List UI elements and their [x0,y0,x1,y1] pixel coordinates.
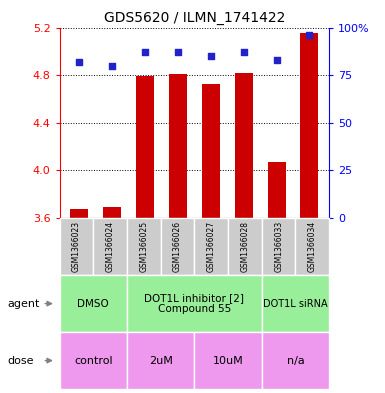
Bar [60,332,127,389]
Bar [127,275,262,332]
Text: GSM1366027: GSM1366027 [207,221,216,272]
Bar [169,74,187,218]
Text: GSM1366026: GSM1366026 [173,221,182,272]
Bar [296,218,329,275]
Bar [194,332,262,389]
Bar [127,332,194,389]
Bar [60,218,93,275]
Bar [127,218,161,275]
Text: 10uM: 10uM [213,356,243,365]
Text: control: control [74,356,113,365]
Text: GSM1366028: GSM1366028 [241,221,249,272]
Bar [103,208,121,218]
Text: n/a: n/a [286,356,305,365]
Text: GSM1366023: GSM1366023 [72,221,81,272]
Bar [70,209,89,218]
Bar [194,218,228,275]
Text: GSM1366024: GSM1366024 [106,221,115,272]
Bar [161,218,194,275]
Text: dose: dose [8,356,34,365]
Text: GSM1366034: GSM1366034 [308,221,317,272]
Bar [60,275,127,332]
Text: DMSO: DMSO [77,299,109,309]
Bar [262,218,296,275]
Point [273,57,280,63]
Bar [228,218,262,275]
Bar [136,76,154,218]
Point [208,53,214,59]
Text: 2uM: 2uM [149,356,173,365]
Bar [300,33,318,218]
Bar [262,332,329,389]
Text: DOT1L inhibitor [2]
Compound 55: DOT1L inhibitor [2] Compound 55 [144,293,244,314]
Point [241,49,247,55]
Point [142,49,148,55]
Bar [262,275,329,332]
Point [76,59,82,65]
Bar [268,162,286,218]
Text: GSM1366025: GSM1366025 [139,221,148,272]
Text: GSM1366033: GSM1366033 [274,221,283,272]
Text: agent: agent [8,299,40,309]
Point [175,49,181,55]
Text: DOT1L siRNA: DOT1L siRNA [263,299,328,309]
Bar [235,73,253,218]
Point [109,62,116,69]
Bar [93,218,127,275]
Bar [202,83,220,218]
Title: GDS5620 / ILMN_1741422: GDS5620 / ILMN_1741422 [104,11,285,25]
Point [306,32,313,38]
